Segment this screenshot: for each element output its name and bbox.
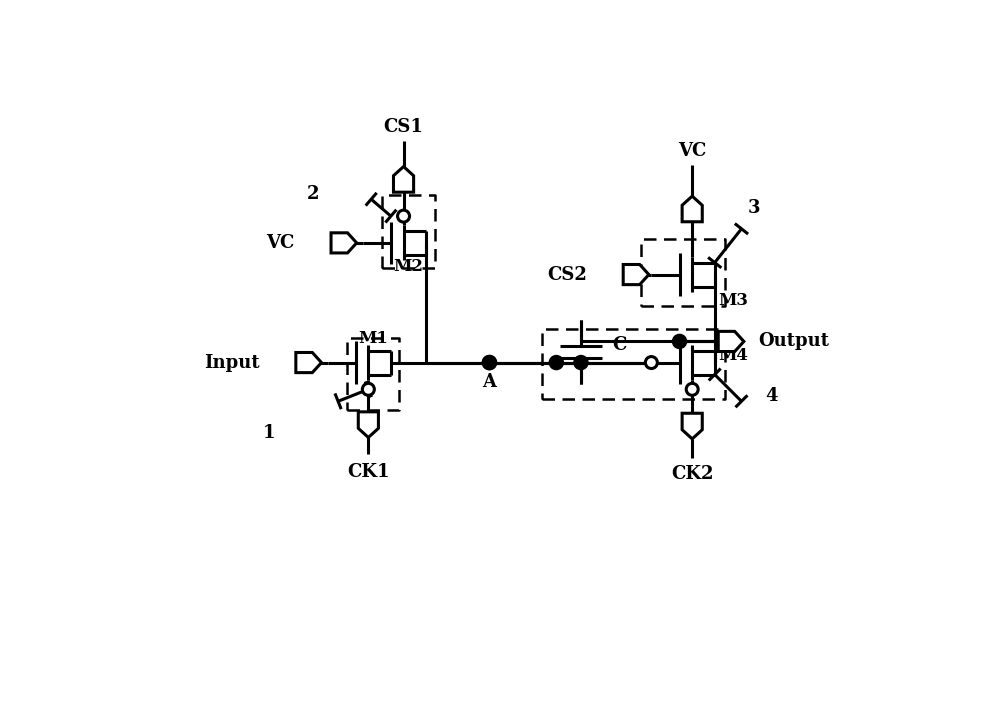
Polygon shape: [623, 265, 649, 284]
Text: A: A: [482, 373, 496, 391]
Circle shape: [574, 356, 588, 370]
Polygon shape: [682, 413, 702, 439]
Polygon shape: [393, 167, 414, 192]
Text: CS1: CS1: [384, 118, 423, 136]
Polygon shape: [718, 332, 744, 351]
Text: M1: M1: [358, 330, 388, 347]
Text: Input: Input: [204, 353, 260, 372]
Text: 1: 1: [263, 424, 275, 442]
Text: Output: Output: [758, 332, 829, 351]
Circle shape: [645, 356, 657, 369]
Circle shape: [672, 334, 687, 348]
Text: CK1: CK1: [347, 463, 390, 481]
Text: CK2: CK2: [671, 465, 713, 483]
Text: VC: VC: [678, 142, 706, 161]
Polygon shape: [296, 353, 321, 372]
Text: 3: 3: [747, 199, 760, 217]
Polygon shape: [358, 412, 378, 437]
Text: C: C: [613, 336, 627, 354]
Circle shape: [482, 356, 496, 370]
Text: M4: M4: [718, 347, 748, 364]
Text: 2: 2: [307, 184, 320, 203]
Circle shape: [686, 383, 698, 396]
Circle shape: [482, 356, 496, 370]
Text: M2: M2: [393, 258, 423, 275]
Text: VC: VC: [266, 234, 295, 252]
Circle shape: [549, 356, 563, 370]
Circle shape: [398, 210, 410, 222]
Text: CS2: CS2: [547, 265, 587, 284]
Polygon shape: [682, 196, 702, 222]
Polygon shape: [331, 233, 357, 253]
Text: M3: M3: [718, 292, 748, 309]
Circle shape: [362, 383, 374, 396]
Text: 4: 4: [765, 386, 777, 405]
